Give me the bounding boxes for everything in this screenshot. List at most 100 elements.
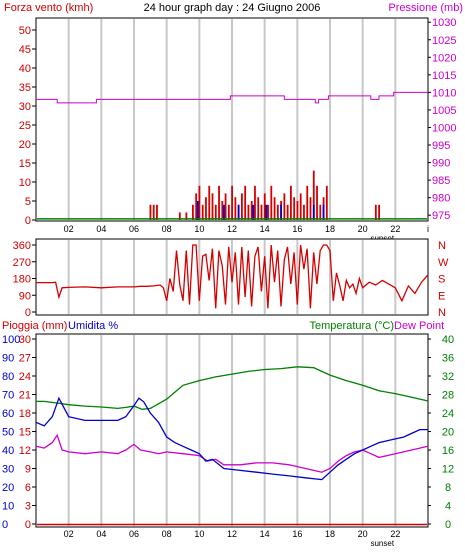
pressure-y-tick-1010: 1010 xyxy=(432,87,456,99)
wind-bar-25 xyxy=(257,197,260,220)
wind-bar-23 xyxy=(250,201,253,220)
pressure-line xyxy=(36,91,428,104)
humidity-x-tick-18: 18 xyxy=(325,529,335,539)
direction-compass-2: S xyxy=(438,274,445,286)
direction-y-tick-270: 270 xyxy=(13,257,31,269)
temperature-line xyxy=(36,366,429,410)
wind-bar-20 xyxy=(241,193,243,220)
wind-bar-46 xyxy=(325,185,328,220)
wind-y-tick-40: 40 xyxy=(19,63,31,75)
gust-bar-5 xyxy=(280,204,282,220)
wind-bar-24 xyxy=(254,185,256,220)
wind-bar-7 xyxy=(198,185,201,220)
wind-x-tick-18: 18 xyxy=(325,224,335,234)
pressure-y-tick-1005: 1005 xyxy=(432,105,456,117)
gust-bar-4 xyxy=(265,204,268,220)
rain-y-tick-12: 12 xyxy=(19,445,31,457)
wind-bar-39 xyxy=(303,204,305,220)
humidity-y-tick-50: 50 xyxy=(2,427,14,439)
direction-compass-3: E xyxy=(438,290,445,302)
wind-y-tick-20: 20 xyxy=(19,139,31,151)
gust-bar-0 xyxy=(196,201,199,220)
wind-x-end-label: i xyxy=(427,224,429,234)
wind-bar-5 xyxy=(192,204,194,220)
temperature-y-tick-8: 8 xyxy=(445,482,451,494)
temperature-y-tick-40: 40 xyxy=(442,334,454,346)
wind-bar-14 xyxy=(221,201,224,220)
wind-x-tick-20: 20 xyxy=(358,224,368,234)
temperature-y-tick-24: 24 xyxy=(442,408,454,420)
wind-bar-38 xyxy=(299,193,302,220)
pressure-y-tick-1015: 1015 xyxy=(432,70,456,82)
rain-y-tick-24: 24 xyxy=(19,371,31,383)
wind-bar-0 xyxy=(149,204,152,220)
gust-bar-3 xyxy=(252,204,255,220)
humidity-y-tick-10: 10 xyxy=(2,501,14,513)
direction-compass-0: N xyxy=(438,240,446,252)
temperature-y-tick-4: 4 xyxy=(445,501,451,513)
humidity-x-tick-10: 10 xyxy=(194,529,204,539)
direction-y-tick-360: 360 xyxy=(13,240,31,252)
humidity-y-tick-0: 0 xyxy=(2,519,8,531)
wind-bar-35 xyxy=(290,185,292,220)
humidity-y-tick-30: 30 xyxy=(2,464,14,476)
wind-bar-4 xyxy=(185,212,188,220)
rain-y-tick-0: 0 xyxy=(25,519,31,531)
pressure-y-tick-990: 990 xyxy=(432,158,450,170)
wind-y-tick-35: 35 xyxy=(19,82,31,94)
humidity-y-tick-40: 40 xyxy=(2,445,14,457)
wind-bar-47 xyxy=(374,204,377,220)
gust-bar-2 xyxy=(237,204,240,220)
wind-bar-21 xyxy=(244,185,247,220)
direction-y-tick-180: 180 xyxy=(13,274,31,286)
temperature-y-tick-12: 12 xyxy=(442,464,454,476)
humidity-line xyxy=(35,396,428,481)
temperature-y-tick-36: 36 xyxy=(442,353,454,365)
direction-y-tick-90: 90 xyxy=(19,290,31,302)
wind-bar-41 xyxy=(309,197,312,220)
wind-bar-15 xyxy=(224,193,227,220)
gust-bar-1 xyxy=(223,204,225,220)
wind-bar-12 xyxy=(214,204,217,220)
dewpoint-line xyxy=(35,433,429,473)
wind-axis-title: Forza vento (kmh) xyxy=(4,2,93,14)
wind-bar-33 xyxy=(283,193,286,220)
rain-y-tick-9: 9 xyxy=(25,464,31,476)
rain-y-tick-3: 3 xyxy=(25,501,31,513)
wind-y-tick-0: 0 xyxy=(25,215,31,227)
wind-bar-17 xyxy=(231,185,233,220)
wind-bar-27 xyxy=(263,193,266,220)
wind-bar-2 xyxy=(156,204,158,220)
wind-bar-11 xyxy=(211,193,214,220)
humidity-y-tick-60: 60 xyxy=(2,408,14,420)
wind-bar-8 xyxy=(201,204,204,220)
pressure-y-tick-1030: 1030 xyxy=(432,17,456,29)
humidity-x-tick-06: 06 xyxy=(129,529,139,539)
humidity-x-tick-20: 20 xyxy=(358,529,368,539)
wind-y-tick-10: 10 xyxy=(19,177,31,189)
wind-x-tick-06: 06 xyxy=(129,224,139,234)
wind-bar-48 xyxy=(378,204,380,220)
humidity-x-tick-16: 16 xyxy=(292,529,302,539)
wind-x-tick-04: 04 xyxy=(96,224,106,234)
wind-bar-40 xyxy=(306,185,309,220)
gust-bar-7 xyxy=(322,204,325,220)
pressure-axis-title: Pressione (mb) xyxy=(388,2,463,14)
pressure-y-tick-1000: 1000 xyxy=(432,122,456,134)
wind-bar-28 xyxy=(267,204,269,220)
wind-y-tick-30: 30 xyxy=(19,101,31,113)
direction-compass-1: W xyxy=(438,257,449,269)
rain-y-tick-15: 15 xyxy=(19,427,31,439)
humidity-sunset-label: sunset xyxy=(370,539,394,548)
dewpoint-axis-title: Dew Point xyxy=(394,320,444,332)
wind-bar-6 xyxy=(195,193,198,220)
humidity-axis-title: Umidita % xyxy=(68,320,118,332)
temperature-y-tick-28: 28 xyxy=(442,390,454,402)
wind-x-tick-16: 16 xyxy=(292,224,302,234)
wind-y-tick-50: 50 xyxy=(19,25,31,37)
humidity-y-tick-70: 70 xyxy=(2,390,14,402)
wind-y-tick-45: 45 xyxy=(19,44,31,56)
rain-y-tick-6: 6 xyxy=(25,482,31,494)
humidity-x-tick-12: 12 xyxy=(227,529,237,539)
